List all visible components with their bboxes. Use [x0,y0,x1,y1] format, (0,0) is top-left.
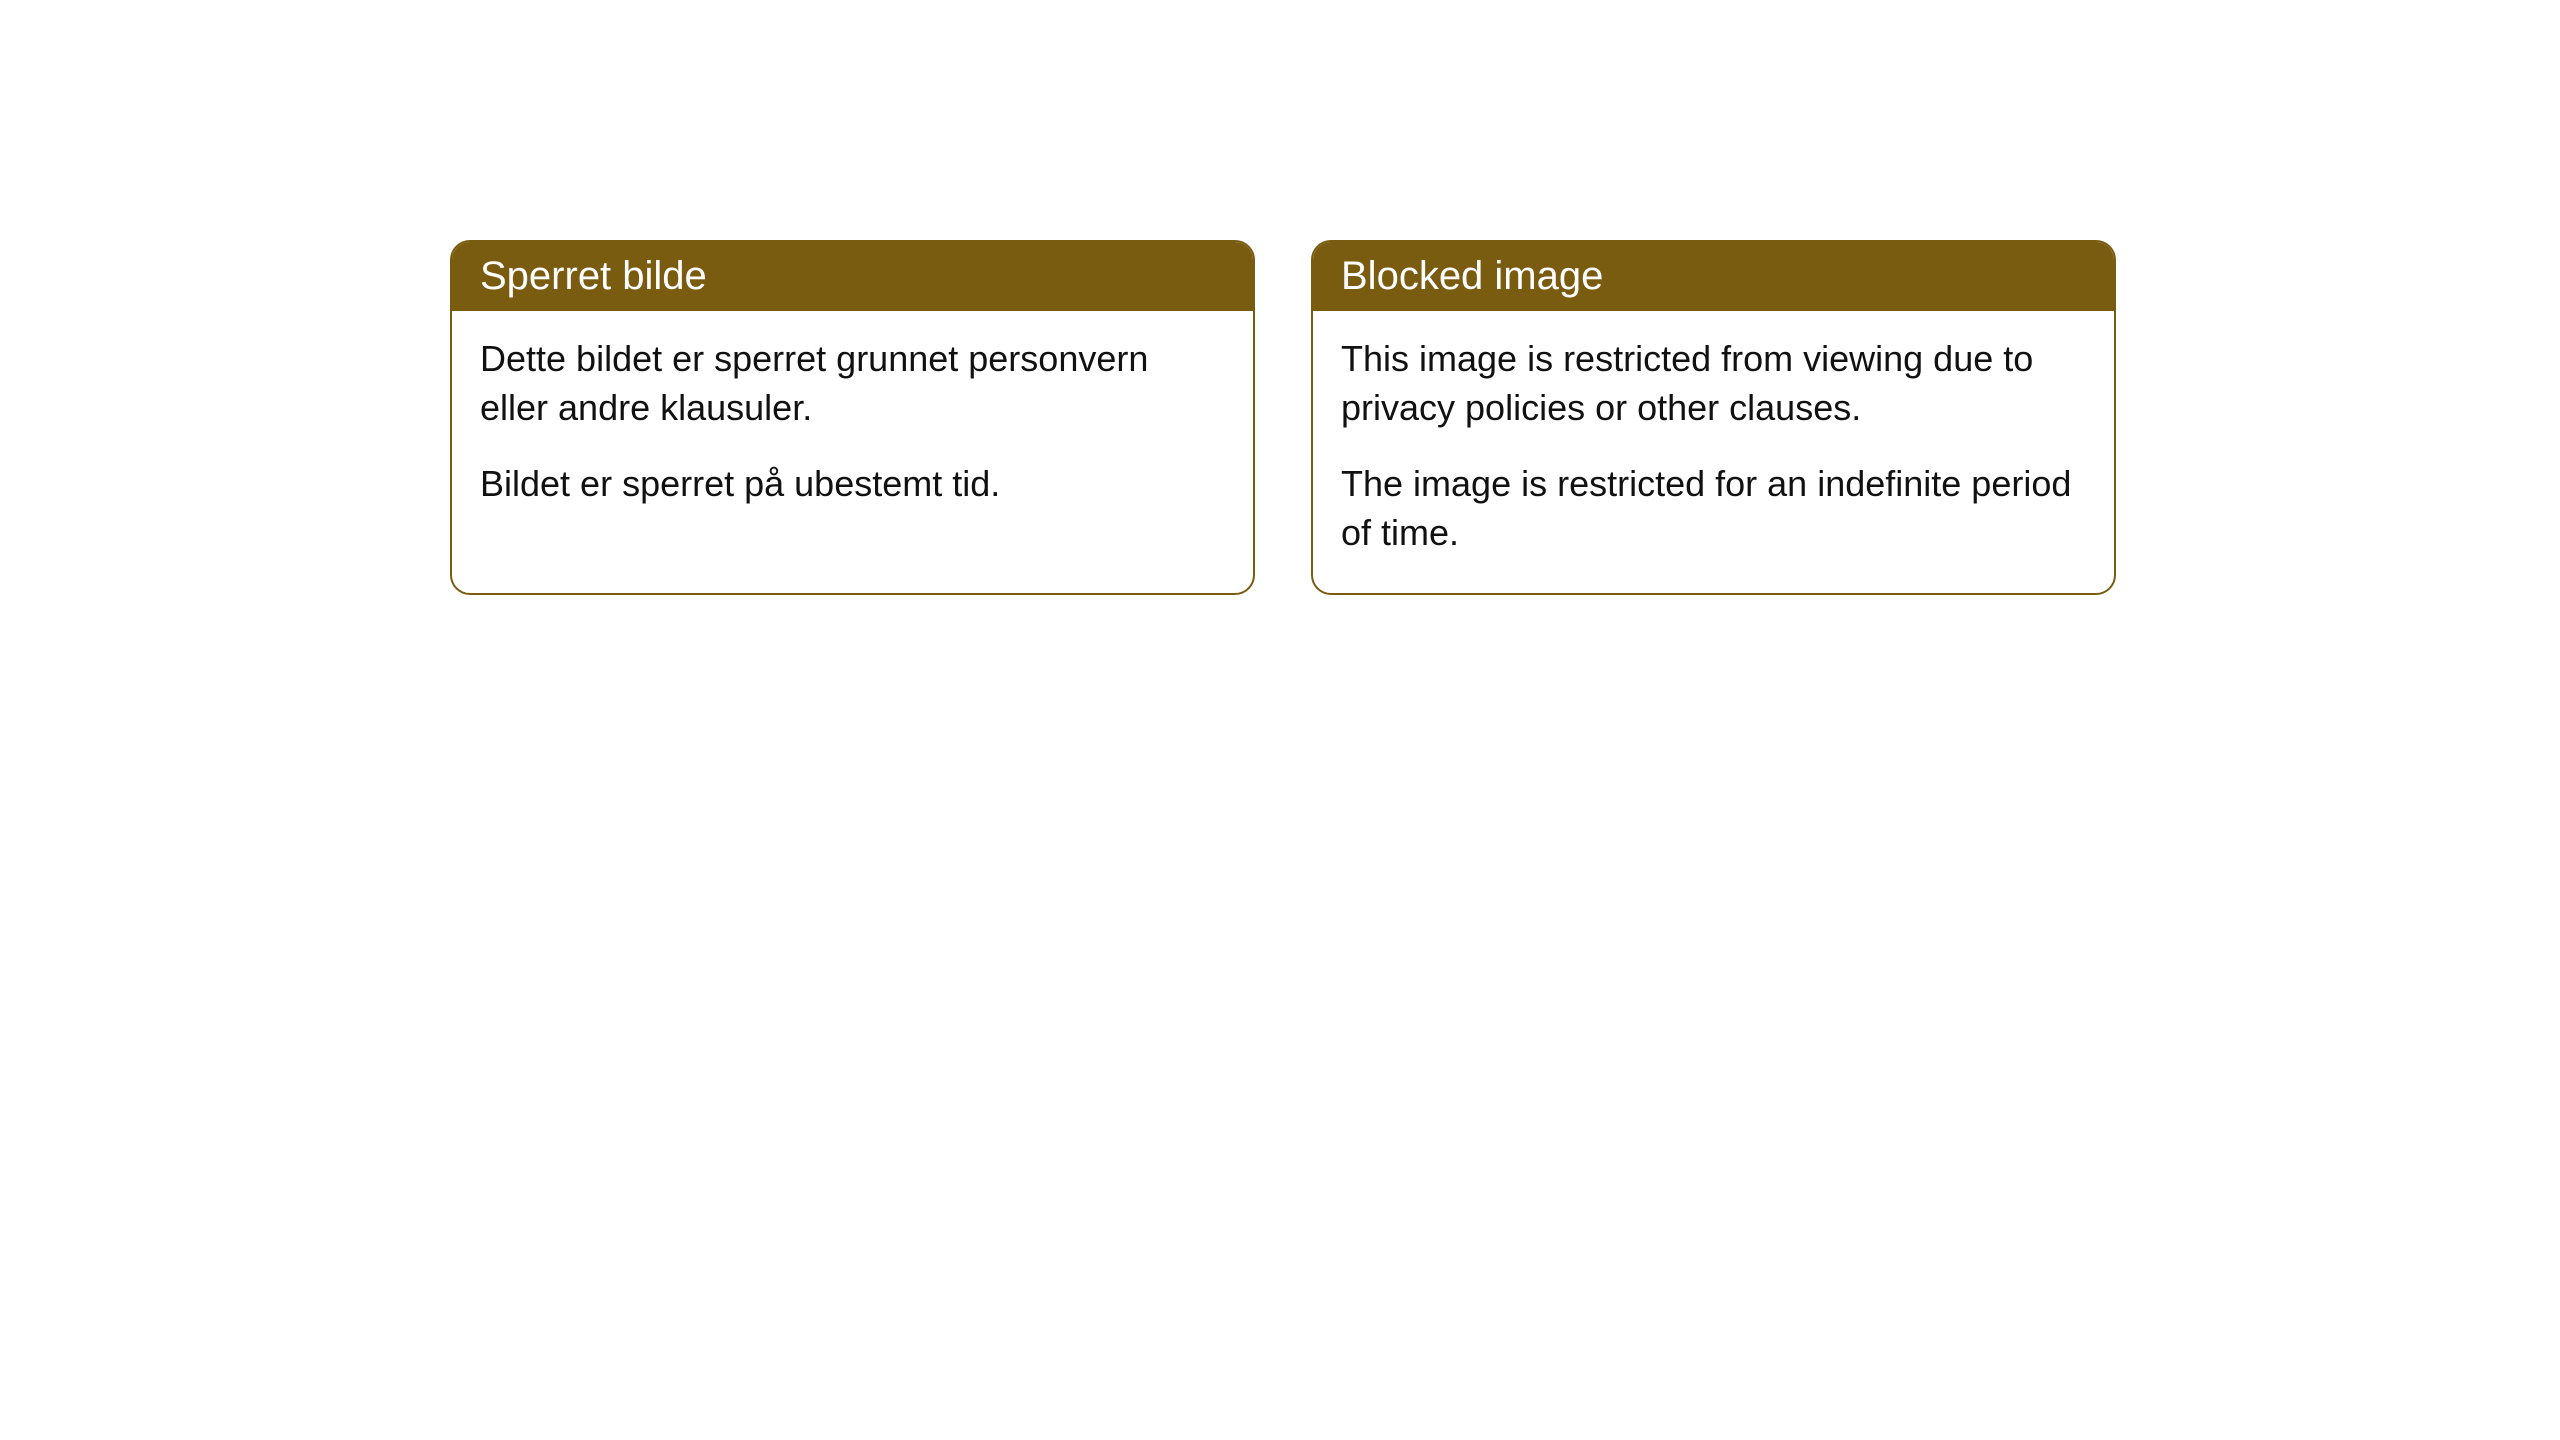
card-title: Blocked image [1341,254,1603,298]
card-paragraph: The image is restricted for an indefinit… [1341,460,2086,557]
card-header: Blocked image [1313,242,2114,311]
card-paragraph: This image is restricted from viewing du… [1341,335,2086,432]
card-body: Dette bildet er sperret grunnet personve… [452,311,1253,545]
card-paragraph: Bildet er sperret på ubestemt tid. [480,460,1225,509]
notice-card-english: Blocked image This image is restricted f… [1311,240,2116,595]
card-title: Sperret bilde [480,254,707,298]
notice-card-norwegian: Sperret bilde Dette bildet er sperret gr… [450,240,1255,595]
card-header: Sperret bilde [452,242,1253,311]
card-paragraph: Dette bildet er sperret grunnet personve… [480,335,1225,432]
notice-cards-container: Sperret bilde Dette bildet er sperret gr… [0,0,2560,595]
card-body: This image is restricted from viewing du… [1313,311,2114,593]
